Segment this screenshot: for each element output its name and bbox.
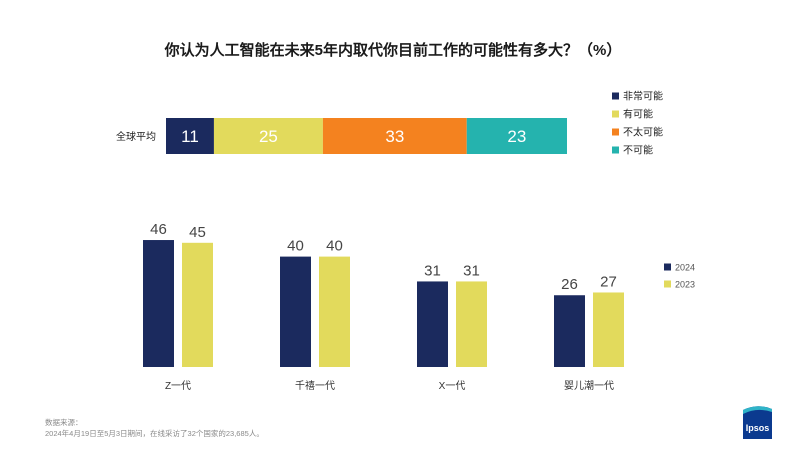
bar-2024-3 [417, 281, 448, 367]
stacked-legend-swatch [612, 146, 619, 154]
category-label: 婴儿潮一代 [564, 379, 614, 392]
stacked-legend-label: 非常可能 [623, 90, 663, 103]
stacked-legend-swatch [612, 110, 619, 118]
stacked-segment-1 [166, 118, 214, 154]
year-legend-label: 2023 [675, 280, 695, 290]
bar-2024-4 [554, 295, 585, 367]
logo-body-shape [743, 406, 772, 439]
bar-value-label: 40 [326, 238, 343, 255]
stacked-segment-4 [466, 118, 567, 154]
bar-value-label: 40 [287, 238, 304, 255]
bar-value-label: 26 [561, 276, 578, 293]
source-label: 数据来源： [45, 418, 83, 427]
bar-2023-1 [182, 242, 213, 367]
category-label: Z一代 [165, 380, 191, 392]
year-legend-swatch [664, 263, 671, 271]
stacked-legend-swatch [612, 92, 619, 100]
logo-accent-arc [743, 406, 772, 414]
bar-2024-1 [143, 240, 174, 367]
logo-wordmark: Ipsos [746, 423, 770, 433]
stacked-segment-value: 23 [507, 127, 526, 146]
stacked-segment-2 [213, 118, 323, 154]
bar-value-label: 31 [424, 262, 441, 279]
stacked-segment-value: 11 [181, 127, 199, 146]
chart-title: 你认为人工智能在未来5年内取代你目前工作的可能性有多大？（%） [164, 42, 622, 59]
ipsos-logo: Ipsos [743, 406, 772, 439]
stacked-legend-swatch [612, 128, 619, 136]
stacked-legend-label: 不可能 [623, 144, 653, 157]
bar-2023-2 [319, 256, 350, 367]
stacked-legend-label: 不太可能 [623, 126, 663, 139]
bar-value-label: 45 [189, 224, 206, 241]
year-legend-label: 2024 [675, 263, 695, 273]
stacked-segment-3 [322, 118, 467, 154]
bar-value-label: 46 [150, 221, 167, 238]
source-text: 2024年4月19日至5月3日期间，在线采访了32个国家的23,685人。 [45, 429, 264, 438]
category-label: 千禧一代 [295, 379, 335, 392]
stacked-legend-label: 有可能 [623, 108, 653, 121]
stacked-segment-value: 33 [385, 127, 404, 146]
bar-value-label: 27 [600, 273, 617, 290]
stacked-row-label: 全球平均 [116, 130, 156, 143]
source-note: 数据来源： 2024年4月19日至5月3日期间，在线采访了32个国家的23,68… [45, 417, 264, 439]
bar-2023-3 [456, 281, 487, 367]
category-label: X一代 [439, 380, 466, 392]
bar-2024-2 [280, 256, 311, 367]
bar-value-label: 31 [463, 262, 480, 279]
year-legend-swatch [664, 280, 671, 288]
stacked-segment-value: 25 [259, 127, 278, 146]
bar-2023-4 [593, 292, 624, 367]
